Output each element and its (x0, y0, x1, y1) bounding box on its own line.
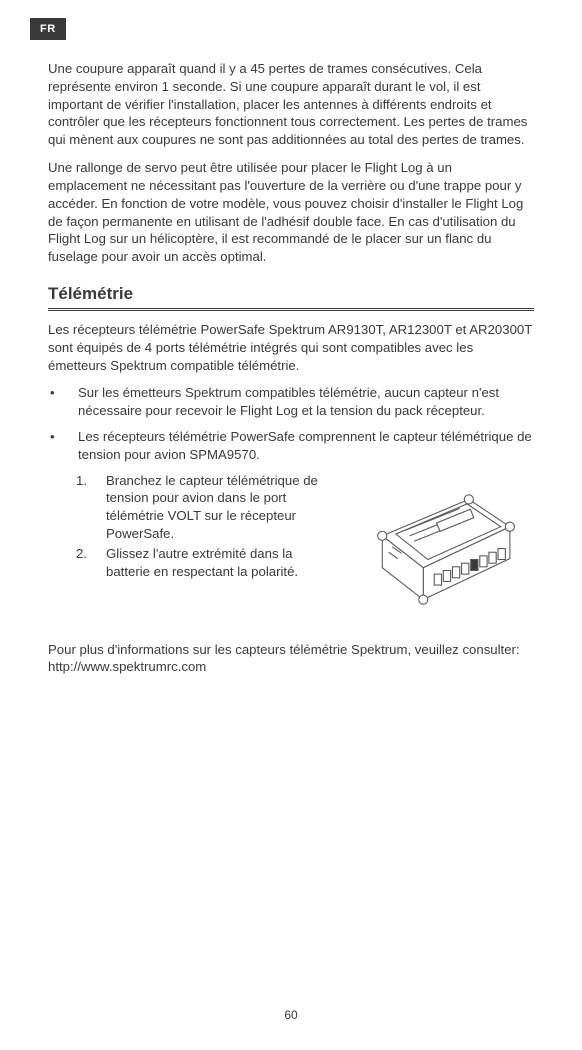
steps-and-diagram: 1. Branchez le capteur télémétrique de t… (76, 472, 534, 627)
receiver-diagram (349, 472, 534, 627)
receiver-icon (349, 472, 534, 627)
language-tab: FR (30, 18, 66, 40)
bullet-item: • Les récepteurs télémétrie PowerSafe co… (48, 428, 534, 464)
footer-paragraph: Pour plus d'informations sur les capteur… (48, 641, 534, 677)
bullet-marker: • (48, 384, 78, 420)
step-number: 2. (76, 545, 106, 581)
step-item: 2. Glissez l'autre extrémité dans la bat… (76, 545, 349, 581)
rule-top (48, 308, 534, 309)
step-item: 1. Branchez le capteur télémétrique de t… (76, 472, 349, 543)
paragraph-2: Une rallonge de servo peut être utilisée… (48, 159, 534, 266)
bullet-text: Les récepteurs télémétrie PowerSafe comp… (78, 428, 534, 464)
step-number: 1. (76, 472, 106, 543)
page-number: 60 (0, 1008, 582, 1022)
rule-bottom (48, 310, 534, 311)
intro-paragraph: Les récepteurs télémétrie PowerSafe Spek… (48, 321, 534, 374)
step-text: Branchez le capteur télémétrique de tens… (106, 472, 349, 543)
bullet-text: Sur les émetteurs Spektrum compatibles t… (78, 384, 534, 420)
bullet-list: • Sur les émetteurs Spektrum compatibles… (48, 384, 534, 463)
page-content: Une coupure apparaît quand il y a 45 per… (48, 60, 534, 676)
section-title-telemetry: Télémétrie (48, 284, 534, 304)
step-text: Glissez l'autre extrémité dans la batter… (106, 545, 349, 581)
ordered-steps: 1. Branchez le capteur télémétrique de t… (76, 472, 349, 583)
bullet-marker: • (48, 428, 78, 464)
paragraph-1: Une coupure apparaît quand il y a 45 per… (48, 60, 534, 149)
bullet-item: • Sur les émetteurs Spektrum compatibles… (48, 384, 534, 420)
